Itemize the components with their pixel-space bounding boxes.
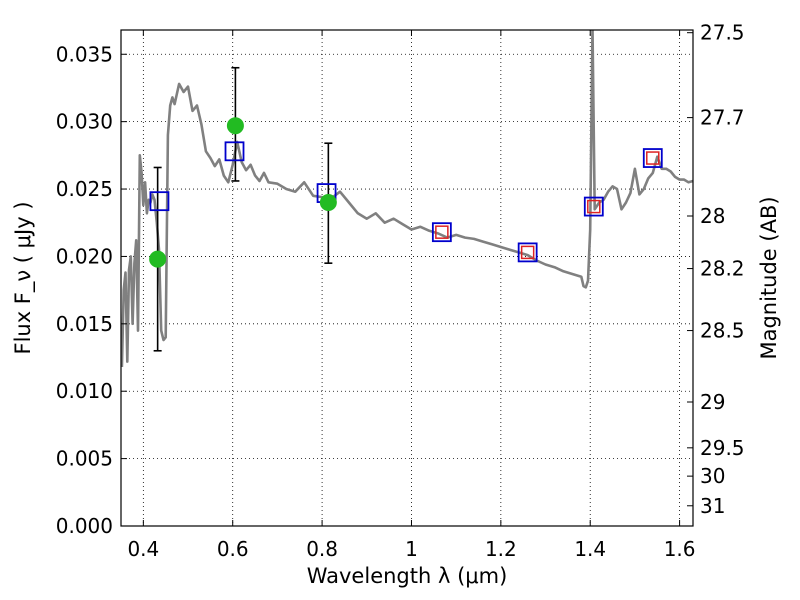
x-tick-label: 0.6: [217, 537, 249, 561]
x-tick-label: 1.4: [574, 537, 606, 561]
y2-tick-label: 30: [700, 464, 725, 488]
synthetic-photometry-marker: [646, 151, 660, 165]
plot-background: [121, 30, 693, 526]
y-tick-label: 0.000: [56, 514, 113, 538]
observed-photometry-point: [319, 194, 337, 212]
y2-tick-label: 28.2: [700, 257, 745, 281]
x-tick-label: 1: [405, 537, 418, 561]
synthetic-photometry-marker: [435, 225, 449, 239]
ticks: 0.4 0.6 0.8 1 1.2 1.4 1.6 0.000 0.005 0.010 0.015 0…: [56, 21, 745, 561]
y2-tick-label: 29.5: [700, 436, 745, 460]
markers-layer: [149, 66, 663, 352]
y2-tick-label: 27.5: [700, 21, 745, 45]
y-axis-label: Flux F_ν ( μJy ): [11, 201, 36, 354]
y-tick-label: 0.015: [56, 312, 113, 336]
y-tick-label: 0.005: [56, 447, 113, 471]
y2-axis-label: Magnitude (AB): [757, 196, 781, 359]
plot-frame: [120, 29, 694, 527]
model-photometry-marker: [431, 222, 452, 243]
y-tick-label: 0.025: [56, 177, 113, 201]
x-tick-label: 1.2: [485, 537, 517, 561]
observed-photometry-point: [149, 250, 167, 268]
y2-tick-label: 29: [700, 390, 725, 414]
x-axis-label: Wavelength λ (μm): [307, 564, 508, 588]
model-photometry-marker: [149, 191, 170, 212]
model-photometry-marker: [583, 196, 604, 217]
x-tick-label: 0.4: [127, 537, 159, 561]
y-tick-label: 0.035: [56, 42, 113, 66]
y2-tick-label: 28: [700, 204, 725, 228]
y-tick-label: 0.010: [56, 379, 113, 403]
model-photometry-marker: [224, 141, 245, 162]
x-tick-label: 0.8: [306, 537, 338, 561]
model-photometry-marker: [517, 242, 538, 263]
observed-photometry-point: [226, 117, 244, 135]
y2-tick-label: 31: [700, 494, 725, 518]
y2-tick-label: 27.7: [700, 106, 745, 130]
y-tick-label: 0.020: [56, 244, 113, 268]
model-photometry-marker: [642, 148, 663, 168]
y-tick-label: 0.030: [56, 110, 113, 134]
y2-tick-label: 28.5: [700, 319, 745, 343]
synthetic-photometry-marker: [587, 199, 601, 214]
synthetic-photometry-marker: [520, 245, 535, 260]
x-tick-label: 1.6: [664, 537, 696, 561]
